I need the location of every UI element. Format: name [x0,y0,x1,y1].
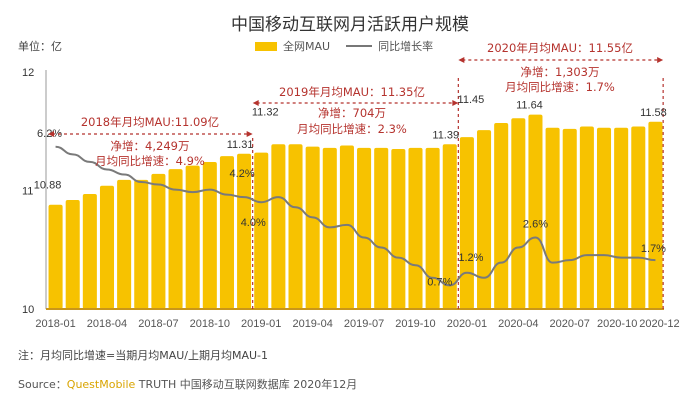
source-rest: TRUTH 中国移动互联网数据库 2020年12月 [135,378,358,391]
bar-2018-09 [185,165,200,309]
x-tick-label: 2019-10 [395,318,435,330]
legend-line-swatch [346,45,373,47]
bar-2018-10 [202,162,217,309]
bar-2019-03 [288,144,303,309]
bar-2020-06 [545,127,560,309]
bar-value-label: 11.32 [252,107,279,119]
bar-2019-02 [271,144,286,309]
annotation-growth-2018: 月均同比增速：4.9% [95,154,205,168]
growth-value-label: 4.2% [230,168,255,180]
bar-value-label: 11.39 [432,129,459,141]
bar-2018-02 [65,199,80,309]
bar-2020-03 [494,122,509,309]
x-tick-label: 2020-12 [639,318,679,330]
legend: 全网MAU 同比增长率 [255,38,433,54]
bar-value-label: 10.88 [34,180,62,192]
bar-2018-01 [48,204,63,309]
source-prefix: Source： [18,378,67,391]
bar-2019-04 [305,146,320,309]
bar-2019-01 [254,152,269,309]
x-tick-label: 2018-01 [35,318,75,330]
arrow-head-left-icon [458,57,465,63]
growth-value-label: 0.7% [427,276,452,288]
source-line: Source：QuestMobile TRUTH 中国移动互联网数据库 2020… [18,376,357,392]
bar-value-label: 11.31 [227,139,254,151]
bar-2020-12 [648,121,663,310]
arrow-head-left-icon [252,100,259,106]
footnote: 注：月均同比增速=当期月均MAU/上期月均MAU-1 [18,349,269,362]
x-tick-label: 2020-01 [447,318,487,330]
bar-2020-10 [614,127,629,309]
x-tick-label: 2020-10 [597,318,637,330]
bar-2019-11 [425,147,440,309]
bar-2020-11 [631,126,646,309]
bar-2020-07 [562,128,577,309]
bar-value-label: 11.45 [458,94,485,106]
bar-2019-10 [408,147,423,309]
x-tick-label: 2020-04 [498,318,538,330]
bar-2020-04 [511,118,526,309]
bar-2020-02 [477,130,492,309]
growth-value-label: 2.6% [523,218,548,230]
growth-value-label: 4.0% [241,217,266,229]
arrow-head-left-icon [48,131,54,137]
bar-2020-05 [528,114,543,309]
bar-2019-08 [374,147,389,309]
growth-rate-line [55,145,656,287]
source-brand: QuestMobile [66,378,136,391]
x-tick-label: 2019-04 [292,318,332,330]
bar-2020-01 [459,137,474,309]
x-tick-label: 2019-01 [241,318,281,330]
arrow-head-right-icon [452,100,459,106]
bar-2018-03 [82,194,97,309]
y-tick-label: 12 [22,67,34,79]
bar-2018-12 [237,153,252,309]
x-tick-label: 2020-07 [550,318,590,330]
bar-2019-05 [322,147,337,309]
bar-2019-07 [357,147,372,309]
x-tick-label: 2018-04 [87,318,127,330]
x-tick-label: 2018-07 [138,318,178,330]
annotation-mau-2018: 2018年月均MAU:11.09亿 [81,115,219,129]
chart-title: 中国移动互联网月活跃用户规模 [231,15,469,35]
legend-bar-swatch [255,41,277,51]
legend-item-mau: 全网MAU [283,40,331,53]
annotation-net-2018: 净增：4,249万 [111,139,190,153]
bar-2020-09 [596,127,612,309]
annotation-growth-2020: 月均同比增速：1.7% [505,80,615,94]
legend-item-growth: 同比增长率 [378,40,434,53]
growth-value-label: 1.2% [458,252,483,264]
bar-value-label: 11.58 [640,107,667,119]
bar-2018-07 [151,173,166,309]
annotation-mau-2019: 2019年月均MAU：11.35亿 [279,85,425,99]
x-tick-label: 2019-07 [344,318,384,330]
bar-2019-06 [339,145,354,309]
bar-value-label: 11.64 [516,100,543,112]
bar-2018-08 [168,169,183,309]
arrow-head-right-icon [657,57,664,63]
y-tick-label: 10 [22,304,34,316]
bar-2018-06 [134,179,149,309]
annotation-net-2019: 净增：704万 [318,106,386,120]
growth-value-label: 1.7% [641,243,666,255]
bar-2018-04 [99,185,115,309]
annotation-growth-2019: 月均同比增速：2.3% [297,122,407,136]
unit-label: 单位：亿 [18,40,62,53]
annotation-net-2020: 净增：1,303万 [521,65,600,79]
bar-2019-09 [391,149,406,309]
y-tick-label: 11 [22,186,33,198]
x-tick-label: 2018-10 [190,318,230,330]
bar-2019-12 [442,144,457,309]
arrow-head-right-icon [246,131,253,137]
annotation-mau-2020: 2020年月均MAU：11.55亿 [487,41,633,55]
bar-2020-08 [579,126,594,309]
bar-2018-05 [117,179,132,309]
